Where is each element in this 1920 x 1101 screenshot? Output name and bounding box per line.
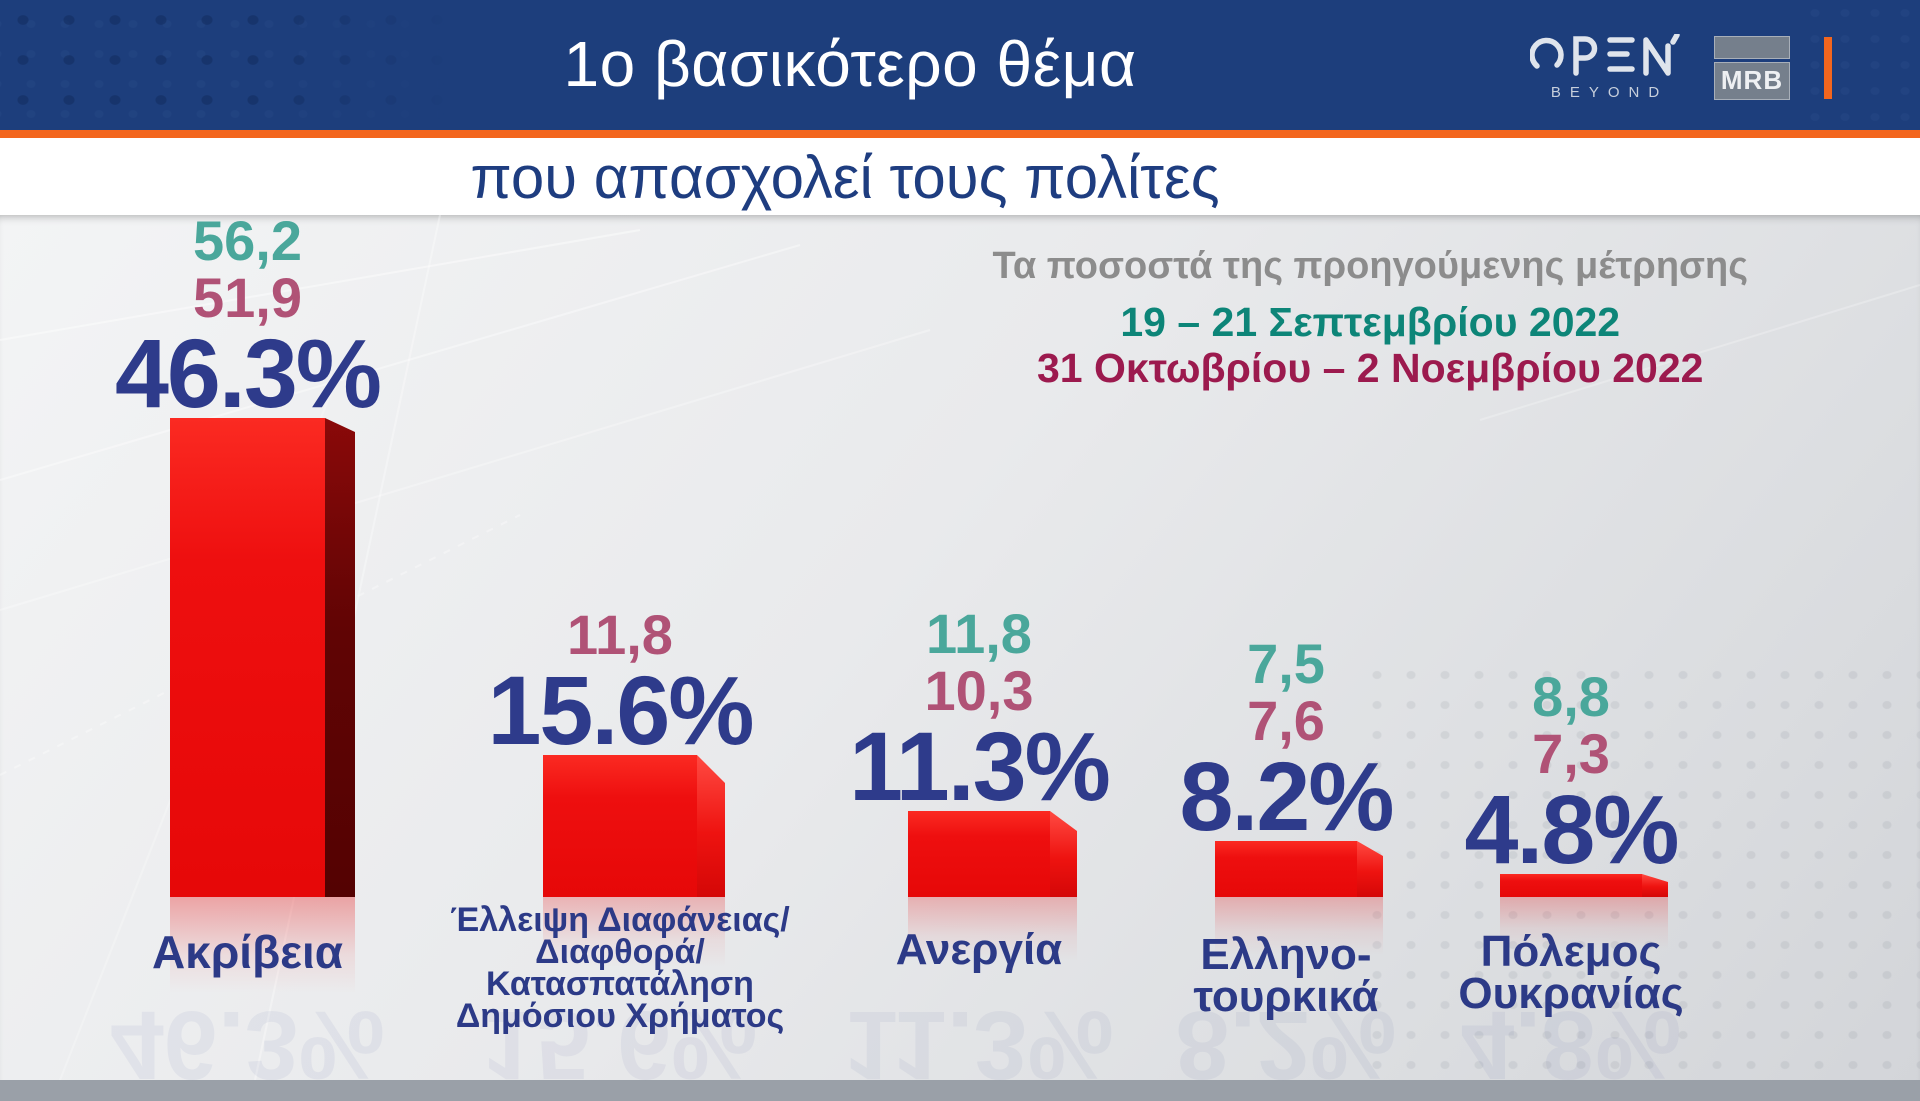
bar-group: 7,5 7,6 8.2% 8.2% Ελληνο-τουρκικά	[1175, 635, 1396, 1100]
value-previous-maroon: 51,9	[192, 266, 302, 329]
dot-texture	[1360, 660, 1920, 1080]
legend-note: Τα ποσοστά της προηγούμενης μέτρησης	[992, 245, 1748, 287]
value-current-percent: 11.3%	[849, 712, 1111, 821]
bar-group: 11,8 15.6% 15.6% Έλλειψη Διαφάνειας/Διαφθορ…	[450, 606, 790, 1100]
category-label: Ανεργία	[895, 925, 1063, 974]
bar-front-face	[543, 755, 697, 897]
bar-reflection	[543, 897, 725, 967]
bar-group: 56,2 51,9 46.3% 46.3% Ακρίβεια	[110, 212, 385, 1100]
bar-values: 11,8 10,3 11.3%	[849, 602, 1111, 821]
value-current-percent: 4.8%	[1464, 775, 1679, 884]
bar-front-face	[170, 418, 325, 897]
ghost-percent-reflection: 46.3%	[109, 991, 386, 1100]
bar-values: 56,2 51,9 46.3%	[114, 209, 382, 428]
bar-values: 7,5 7,6 8.2%	[1179, 632, 1394, 851]
value-previous-teal: 7,5	[1247, 632, 1325, 695]
category-label-line: Πόλεμος	[1480, 927, 1662, 976]
bar-side-face	[325, 418, 355, 897]
category-label-line: Ουκρανίας	[1458, 969, 1684, 1018]
legend-previous-period: 19 – 21 Σεπτεμβρίου 2022	[1120, 299, 1621, 345]
header-bar: 1ο βασικότερο θέμα BEYOND MRB	[0, 0, 1920, 130]
page-title: 1ο βασικότερο θέμα	[563, 28, 1137, 100]
bar-reflection	[1215, 897, 1383, 955]
category-label: Ελληνο-τουρκικά	[1193, 930, 1379, 1021]
category-label-line: Δημόσιου Χρήματος	[455, 997, 785, 1035]
mrb-logo: MRB	[1714, 35, 1790, 100]
value-previous-teal: 8,8	[1532, 665, 1610, 728]
ghost-percent-reflection: 11.3%	[844, 991, 1114, 1100]
value-current-percent: 15.6%	[487, 656, 754, 765]
category-label: Πόλεμος Ουκρανίας	[1458, 927, 1684, 1018]
subtitle-band: που απασχολεί τους πολίτες	[0, 138, 1920, 215]
bar-reflection	[908, 897, 1077, 961]
category-label-line: Διαφθορά/	[535, 933, 705, 971]
bar-values: 8,8 7,3 4.8%	[1464, 665, 1679, 884]
value-previous-maroon: 7,6	[1247, 689, 1325, 752]
value-previous-maroon: 11,8	[567, 603, 673, 666]
open-logo-icon	[1530, 34, 1680, 76]
value-previous-teal: 56,2	[192, 209, 302, 272]
orange-divider-tick	[1824, 36, 1832, 99]
category-label: Ακρίβεια	[151, 926, 344, 978]
category-label-line: Κατασπατάληση	[486, 965, 754, 1003]
header-logos: BEYOND MRB	[1530, 34, 1832, 101]
value-current-percent: 46.3%	[114, 319, 382, 428]
mrb-logo-text: MRB	[1714, 61, 1790, 100]
category-label: Έλλειψη Διαφάνειας/Διαφθορά/Κατασπατάλησ…	[450, 901, 790, 1035]
value-previous-teal: 11,8	[926, 602, 1032, 665]
category-label-line: Ελληνο-	[1200, 930, 1372, 979]
orange-rule	[0, 130, 1920, 138]
bar-side-face	[1050, 811, 1077, 897]
legend: Τα ποσοστά της προηγούμενης μέτρησης 19 …	[992, 245, 1748, 390]
mrb-logo-top-block	[1714, 35, 1790, 59]
bar-front-face	[1215, 841, 1357, 897]
bar-group: 8,8 7,3 4.8% 4.8% Πόλεμος Ουκρανίας	[1458, 668, 1683, 1100]
page-subtitle: που απασχολεί τους πολίτες	[470, 144, 1220, 211]
bar-group: 11,8 10,3 11.3% 11.3% Ανεργία	[844, 605, 1114, 1100]
bar-reflection	[1500, 897, 1668, 949]
category-label-line: τουρκικά	[1193, 972, 1379, 1021]
bar-side-face	[697, 755, 725, 897]
value-current-percent: 8.2%	[1179, 742, 1394, 851]
chart-area: Τα ποσοστά της προηγούμενης μέτρησης 19 …	[0, 212, 1920, 1100]
bar-front-face	[1500, 874, 1642, 897]
bar-values: 11,8 15.6%	[487, 603, 754, 765]
bar-reflection	[170, 897, 355, 993]
legend-current-period: 31 Οκτωβρίου – 2 Νοεμβρίου 2022	[1036, 345, 1704, 392]
value-previous-maroon: 10,3	[924, 659, 1034, 722]
category-label-line: Ακρίβεια	[151, 926, 344, 978]
open-logo-tagline: BEYOND	[1550, 84, 1669, 101]
category-label-line: Έλλειψη Διαφάνειας/	[450, 901, 790, 939]
value-previous-maroon: 7,3	[1532, 722, 1610, 785]
category-label-line: Ανεργία	[895, 925, 1063, 974]
bar-front-face	[908, 811, 1050, 897]
open-tv-logo: BEYOND	[1530, 34, 1680, 101]
